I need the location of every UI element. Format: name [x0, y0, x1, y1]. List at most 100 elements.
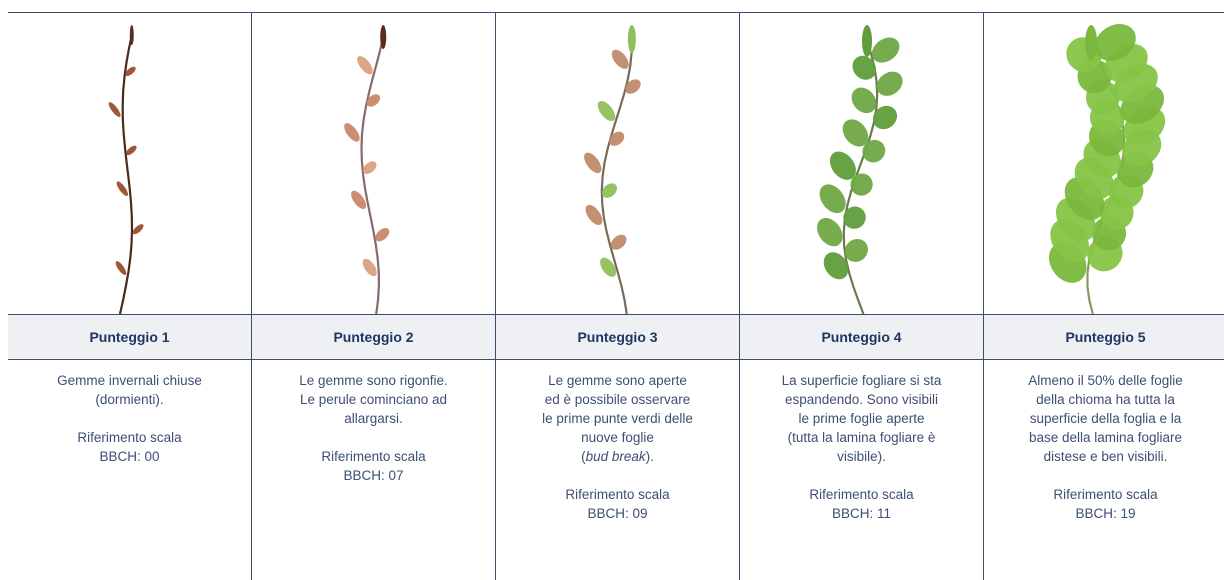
stem — [360, 36, 385, 314]
tip-bud — [129, 25, 134, 45]
leaf — [363, 161, 377, 175]
leaf — [585, 204, 603, 226]
column-body: Le gemme sono rigonfie. Le perule cominci… — [252, 360, 495, 485]
leaf — [829, 151, 856, 180]
leaf — [862, 139, 886, 163]
leaf — [817, 217, 843, 247]
description-line: espandendo. Sono visibili — [784, 392, 939, 407]
stem — [600, 38, 633, 314]
column-title: Punteggio 3 — [496, 314, 739, 360]
column-title: Punteggio 4 — [740, 314, 983, 360]
description-line: La superficie fogliare si sta — [781, 373, 942, 388]
column: Punteggio 5 Almeno il 50% delle foglie del… — [983, 13, 1224, 580]
spacer — [984, 466, 1224, 485]
plant-image — [1048, 24, 1166, 314]
tip-bud — [1085, 25, 1098, 61]
stem — [118, 34, 134, 314]
tip-bud — [627, 25, 636, 53]
column-body: Le gemme sono aperte ed è possibile osser… — [496, 360, 739, 523]
leaf — [852, 55, 876, 80]
leaf — [610, 234, 627, 250]
tip-bud — [380, 25, 387, 49]
reference-line: Riferimento scala — [77, 430, 182, 445]
leaf — [351, 190, 367, 209]
leaf — [872, 105, 898, 130]
column-title: Punteggio 2 — [252, 314, 495, 360]
leaf — [609, 131, 625, 146]
description-line: allargarsi. — [344, 411, 403, 426]
leaf — [132, 224, 144, 235]
leaf — [851, 87, 877, 114]
description-line: Almeno il 50% delle foglie — [1028, 373, 1183, 388]
tip-bud — [862, 25, 873, 57]
leaf — [823, 252, 849, 280]
description-line: base della lamina fogliare — [1028, 430, 1183, 445]
column-body: Almeno il 50% delle foglie della chioma h… — [984, 360, 1224, 523]
leaf — [842, 119, 869, 147]
leaf — [625, 79, 641, 94]
description-line: Le perule cominciano ad — [299, 392, 448, 407]
column-title: Punteggio 1 — [8, 314, 251, 360]
leaf — [344, 123, 360, 142]
description-line: (tutta la lamina fogliare è — [787, 430, 936, 445]
leaf — [362, 258, 377, 277]
column-body: Gemme invernali chiuse (dormienti). Riferi… — [8, 360, 251, 466]
description-line: visibile). — [837, 449, 886, 464]
spacer — [740, 466, 983, 485]
leaf — [844, 238, 868, 262]
description-line: Le gemme sono aperte — [548, 373, 687, 388]
leaf — [375, 227, 390, 242]
plant-image — [344, 25, 390, 314]
leaf — [871, 37, 900, 63]
description-line: superficie della foglia e la — [1029, 411, 1182, 426]
description-line: le prime punte verdi delle — [542, 411, 693, 426]
column-title: Punteggio 5 — [984, 314, 1224, 360]
reference-line: BBCH: 11 — [831, 506, 892, 521]
column: Punteggio 2 Le gemme sono rigonfie. Le per… — [251, 13, 495, 580]
reference-line: Riferimento scala — [809, 487, 914, 502]
leaf — [597, 100, 616, 122]
leaf — [115, 261, 127, 275]
reference-line: BBCH: 00 — [99, 449, 160, 464]
leaf — [357, 56, 373, 75]
leaf — [108, 102, 121, 117]
description-line: Le gemme sono rigonfie. — [299, 373, 448, 388]
leaf — [819, 184, 846, 214]
column: Punteggio 1 Gemme invernali chiuse (dormie… — [8, 13, 251, 580]
leaf — [1094, 24, 1136, 62]
note-close: ). — [645, 449, 654, 464]
reference-line: BBCH: 19 — [1075, 506, 1136, 521]
leaf — [611, 49, 629, 69]
description-line: nuove foglie — [581, 430, 654, 445]
plant-image — [108, 25, 144, 314]
leaf — [366, 94, 381, 107]
column-body: La superficie fogliare si sta espandendo.… — [740, 360, 983, 523]
description-line: le prime foglie aperte — [798, 411, 925, 426]
leaf — [126, 145, 137, 156]
note-line: (bud break). — [496, 447, 739, 466]
description-line: ed è possibile osservare — [544, 392, 691, 407]
spacer — [496, 466, 739, 485]
spacer — [8, 409, 251, 428]
leaf — [125, 66, 136, 77]
leaf — [600, 257, 617, 277]
reference-line: Riferimento scala — [321, 449, 426, 464]
description-line: (dormienti). — [95, 392, 164, 407]
reference-line: BBCH: 09 — [587, 506, 648, 521]
leaf — [601, 183, 618, 198]
reference-line: BBCH: 07 — [343, 468, 404, 483]
spacer — [252, 428, 495, 447]
reference-line: Riferimento scala — [565, 487, 670, 502]
leaf — [876, 71, 903, 96]
note-open: ( — [581, 449, 586, 464]
plant-image — [584, 25, 641, 314]
leaf — [116, 181, 129, 197]
description-line: della chioma ha tutta la — [1036, 392, 1175, 407]
description-line: distese e ben visibili. — [1043, 449, 1168, 464]
leaf — [843, 206, 866, 229]
note-italic: bud break — [585, 449, 646, 464]
plant-image — [817, 25, 903, 314]
leaf — [584, 152, 602, 174]
column: Punteggio 4 La superficie fogliare si sta… — [739, 13, 983, 580]
